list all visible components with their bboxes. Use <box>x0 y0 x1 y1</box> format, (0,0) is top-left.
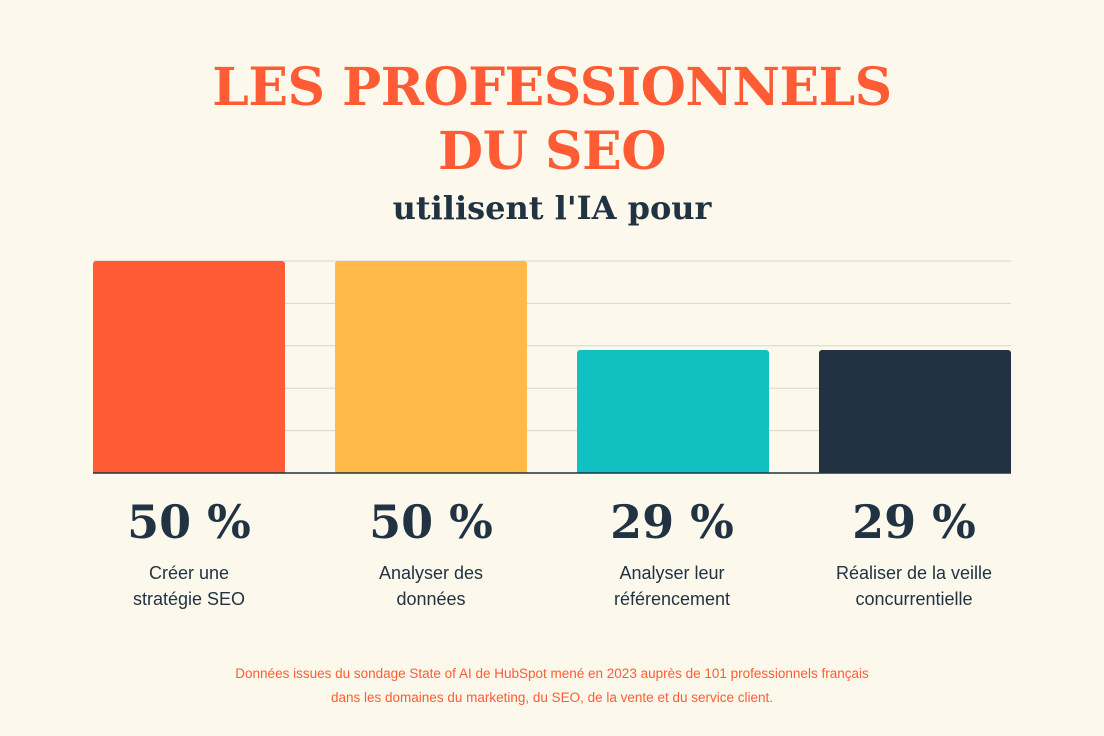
category-label-line: Créer une <box>148 563 230 583</box>
value-label: 29 % <box>610 495 734 549</box>
bar <box>819 350 1011 473</box>
bar <box>93 261 285 473</box>
value-label: 29 % <box>852 495 976 549</box>
category-label: Analyser des données <box>311 560 551 612</box>
category-label-line: données <box>396 589 466 609</box>
category-label-line: Réaliser de la veille <box>835 563 993 583</box>
category-label: Créer une stratégie SEO <box>69 560 309 612</box>
bar-base <box>819 467 1011 473</box>
value-label: 50 % <box>127 495 251 549</box>
category-label: Réaliser de la veille concurrentielle <box>794 560 1034 612</box>
value-label: 50 % <box>369 495 493 549</box>
category-label-line: concurrentielle <box>855 589 973 609</box>
category-label-line: référencement <box>613 589 731 609</box>
chart-title-line-2: DU SEO <box>437 121 667 182</box>
chart-title-line-1: LES PROFESSIONNELS <box>212 57 892 118</box>
footnote-line-2: dans les domaines du marketing, du SEO, … <box>331 690 773 705</box>
chart-subtitle: utilisent l'IA pour <box>392 189 712 227</box>
bar-base <box>93 467 285 473</box>
bar <box>577 350 769 473</box>
category-label-line: Analyser des <box>378 563 484 583</box>
category-label-line: stratégie SEO <box>132 589 246 609</box>
bar-base <box>577 467 769 473</box>
category-label: Analyser leur référencement <box>552 560 792 612</box>
bars <box>93 261 1011 473</box>
bar <box>335 261 527 473</box>
category-label-line: Analyser leur <box>619 563 725 583</box>
bar-base <box>335 467 527 473</box>
bar-chart <box>93 260 1011 474</box>
footnote-line-1: Données issues du sondage State of AI de… <box>235 666 869 681</box>
